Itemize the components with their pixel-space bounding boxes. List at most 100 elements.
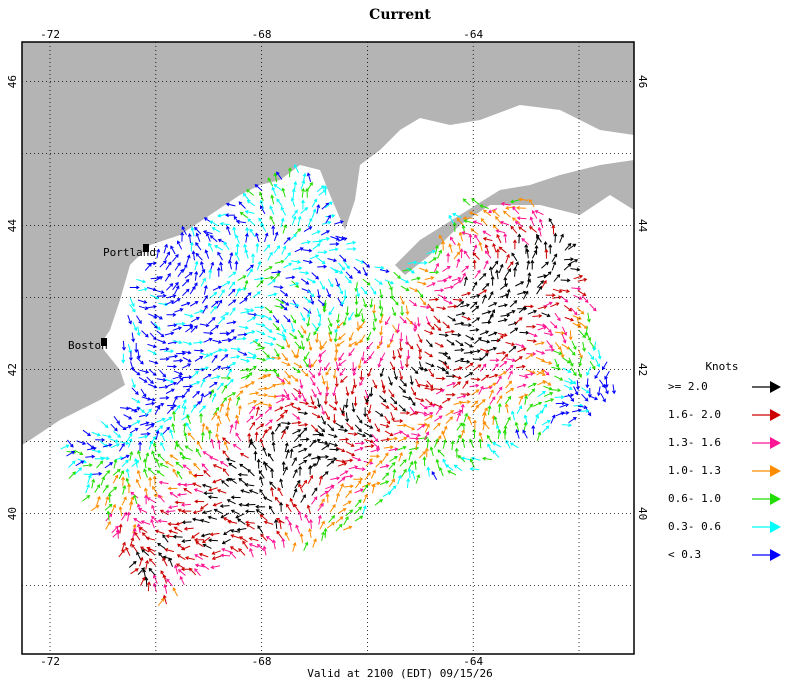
current-arrow	[192, 509, 203, 515]
current-arrow	[182, 363, 192, 369]
current-arrow	[75, 460, 85, 467]
current-arrow	[128, 351, 133, 362]
current-arrow	[264, 462, 272, 470]
current-arrow	[492, 449, 500, 458]
current-arrow	[306, 308, 311, 319]
current-arrow	[335, 422, 345, 429]
current-arrow	[575, 380, 580, 391]
current-arrow	[306, 332, 311, 342]
current-arrow	[390, 411, 395, 422]
current-arrow	[186, 254, 191, 265]
current-arrow	[504, 403, 509, 414]
current-arrow	[299, 271, 310, 275]
current-arrow	[249, 228, 256, 238]
current-arrow	[169, 428, 174, 439]
current-arrow	[144, 494, 149, 505]
current-arrow	[280, 206, 287, 216]
current-arrow	[529, 216, 535, 226]
current-arrow	[354, 308, 359, 318]
current-arrow	[489, 396, 496, 405]
current-arrow	[100, 456, 110, 461]
current-arrow	[131, 397, 141, 404]
current-arrow	[311, 388, 317, 398]
current-arrow	[292, 366, 301, 373]
current-arrow	[300, 278, 310, 285]
current-arrow	[530, 259, 535, 270]
current-arrow	[515, 429, 520, 439]
current-arrow	[181, 225, 187, 236]
current-arrow	[301, 369, 309, 377]
current-arrow	[537, 390, 546, 398]
current-arrow	[482, 237, 493, 242]
current-arrow	[482, 411, 487, 422]
current-arrow	[264, 341, 275, 346]
current-arrow	[118, 506, 123, 516]
current-arrow	[289, 497, 295, 508]
current-arrow	[309, 254, 320, 260]
current-arrow	[380, 402, 390, 409]
current-arrow	[129, 297, 135, 308]
current-arrow	[227, 396, 232, 407]
current-arrow	[238, 478, 247, 485]
current-arrow	[559, 233, 564, 243]
current-arrow	[209, 381, 218, 388]
current-arrow	[370, 481, 381, 486]
current-arrow	[271, 356, 282, 361]
current-arrow	[352, 456, 362, 462]
current-arrow	[297, 388, 302, 399]
current-arrow	[195, 232, 201, 242]
current-arrow	[299, 437, 310, 442]
current-arrow	[202, 510, 212, 515]
current-arrow	[269, 215, 275, 225]
current-arrow	[255, 242, 260, 253]
current-arrow	[292, 443, 303, 449]
current-arrow	[191, 370, 199, 378]
current-arrow	[447, 304, 458, 309]
current-arrow	[328, 442, 339, 447]
current-arrow	[249, 421, 256, 431]
current-arrow	[493, 415, 498, 426]
current-arrow	[411, 366, 419, 375]
current-arrow	[426, 282, 436, 288]
current-arrow	[482, 209, 492, 217]
current-arrow	[174, 564, 179, 575]
current-arrow	[478, 431, 484, 442]
current-arrow	[166, 283, 174, 291]
current-arrow	[506, 261, 514, 270]
current-arrow	[357, 308, 363, 318]
current-arrow	[219, 504, 230, 509]
current-arrow	[437, 249, 442, 259]
current-arrow	[313, 326, 320, 336]
current-arrow	[528, 332, 538, 338]
current-arrow	[129, 536, 135, 547]
current-arrow	[604, 384, 609, 395]
current-arrow	[398, 404, 406, 412]
lon-tick-label: -68	[252, 28, 272, 41]
current-arrow	[172, 587, 178, 597]
current-arrow	[426, 249, 437, 255]
current-arrow	[337, 462, 348, 467]
current-arrow	[443, 299, 453, 305]
current-arrow	[272, 272, 281, 281]
current-arrow	[144, 262, 152, 271]
current-arrow	[187, 432, 195, 440]
current-arrow	[537, 226, 542, 237]
current-arrow	[203, 331, 214, 336]
current-arrow	[239, 536, 248, 543]
current-arrow	[172, 253, 179, 262]
current-arrow	[270, 486, 274, 497]
current-arrow	[456, 258, 461, 268]
current-arrow	[188, 567, 197, 576]
current-arrow	[311, 272, 319, 280]
current-arrow	[553, 273, 561, 282]
current-arrow	[471, 281, 478, 291]
current-arrow	[568, 259, 579, 265]
current-arrow	[279, 409, 289, 417]
current-arrow	[301, 393, 307, 403]
current-arrow	[121, 511, 127, 521]
current-arrow	[222, 450, 230, 459]
current-arrow	[294, 479, 301, 489]
current-arrow	[152, 574, 158, 584]
current-arrow	[174, 308, 184, 313]
current-arrow	[445, 392, 456, 397]
